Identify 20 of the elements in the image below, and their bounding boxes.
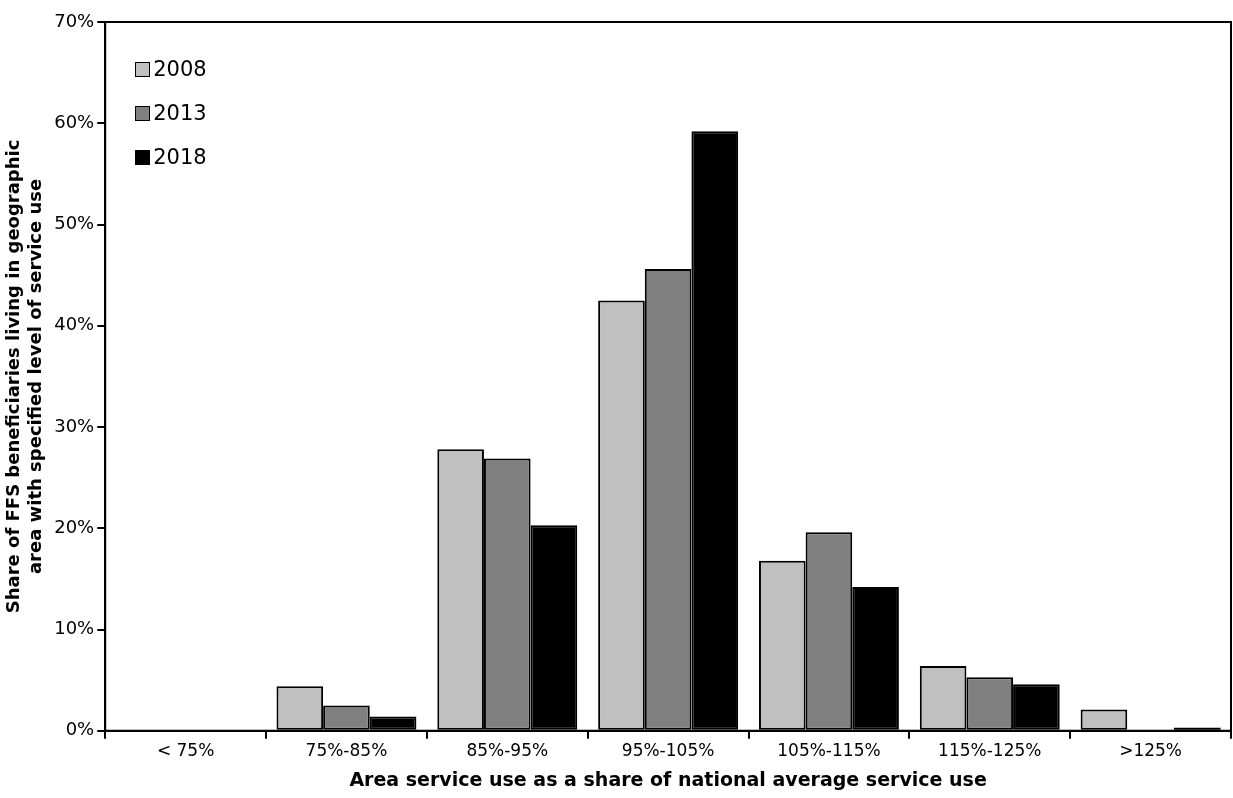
x-tick-label: >125% [1119, 740, 1183, 761]
legend-label: 2008 [153, 57, 207, 81]
y-axis-title: Share of FFS beneficiaries living in geographic area with specified level of service use [2, 139, 46, 614]
y-tick-label: 70% [54, 9, 95, 31]
x-tick-label: 95%-105% [621, 740, 715, 761]
x-tick-label: 85%-95% [466, 740, 549, 761]
y-tick-label: 40% [54, 313, 95, 335]
x-tick-label: 105%-115% [777, 740, 881, 761]
legend-label: 2018 [153, 145, 207, 169]
x-tick-label: < 75% [156, 740, 215, 761]
x-tick-label: 115%-125% [938, 740, 1042, 761]
y-tick-label: 60% [54, 110, 95, 132]
y-tick-label: 10% [54, 617, 95, 639]
x-axis-title: Area service use as a share of national average service use [349, 767, 987, 790]
legend-label: 2013 [153, 101, 207, 125]
x-tick-label: 75%-85% [305, 740, 388, 761]
y-tick-label: 0% [65, 718, 95, 740]
y-tick-label: 20% [54, 515, 95, 537]
y-tick-label: 30% [54, 414, 95, 436]
y-tick-label: 50% [54, 212, 95, 234]
